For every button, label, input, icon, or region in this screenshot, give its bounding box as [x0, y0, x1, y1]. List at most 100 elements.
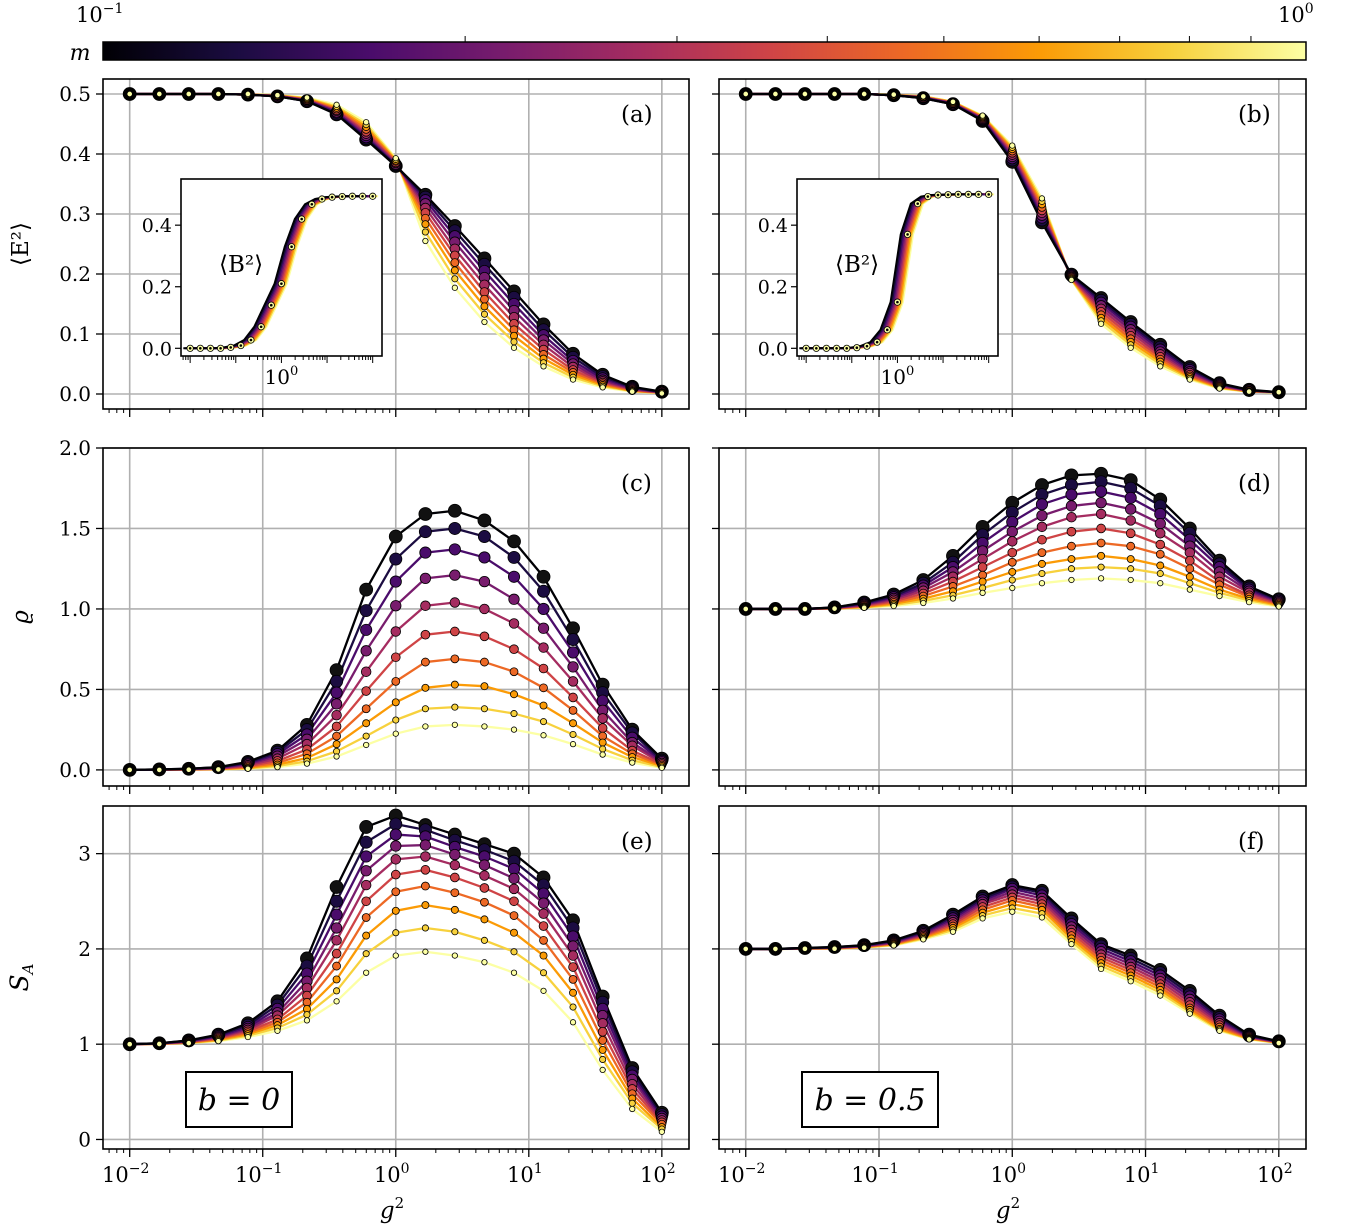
- data-point: [1186, 376, 1193, 383]
- data-point: [801, 945, 809, 952]
- y-tick-label: 0.1: [59, 322, 91, 346]
- data-point: [480, 682, 489, 691]
- data-point: [392, 716, 400, 724]
- data-point: [979, 915, 986, 922]
- data-point: [510, 928, 518, 937]
- panel-d: (d): [712, 447, 1307, 794]
- data-point: [1246, 599, 1253, 606]
- data-point: [1157, 363, 1164, 370]
- data-point: [361, 686, 371, 696]
- data-point: [451, 284, 458, 291]
- data-point: [569, 730, 577, 739]
- data-point: [510, 969, 518, 976]
- inset-data-point-center: [290, 245, 293, 249]
- data-point: [1157, 992, 1164, 999]
- x-tick-label: 10−2: [102, 1161, 149, 1187]
- data-point: [274, 764, 281, 771]
- data-point: [360, 645, 372, 657]
- inset-data-point-center: [804, 347, 808, 350]
- inset-data-point-center: [875, 340, 879, 344]
- data-point: [508, 872, 520, 885]
- data-point: [126, 766, 133, 774]
- data-point: [539, 935, 548, 945]
- x-tick-label: 101: [507, 1161, 543, 1187]
- data-point: [331, 721, 342, 732]
- data-point: [420, 629, 431, 640]
- data-point: [566, 633, 580, 647]
- data-point: [568, 692, 578, 703]
- data-point: [450, 626, 460, 637]
- data-point: [332, 961, 341, 971]
- y-tick-label: 0.0: [59, 758, 91, 782]
- data-point: [480, 915, 489, 924]
- data-point: [392, 155, 399, 162]
- inset-y-tick-label: 0.0: [142, 338, 172, 360]
- series-group: [738, 878, 1286, 1049]
- series-group: [122, 808, 669, 1135]
- data-point: [1066, 526, 1077, 537]
- data-point: [1216, 385, 1223, 392]
- data-point: [477, 513, 492, 528]
- data-point: [481, 959, 488, 966]
- data-point: [421, 881, 430, 891]
- data-point: [1125, 528, 1136, 539]
- data-point: [422, 948, 429, 955]
- data-point: [537, 897, 550, 909]
- data-point: [540, 732, 547, 739]
- x-tick-label: 100: [990, 1161, 1026, 1187]
- x-tick-label: 10−1: [851, 1161, 898, 1187]
- data-point: [390, 652, 401, 663]
- data-point: [480, 897, 489, 907]
- inset-data-point-center: [946, 193, 950, 196]
- data-point: [537, 602, 550, 616]
- inset-data-point-center: [269, 303, 273, 307]
- data-point: [508, 593, 520, 605]
- data-point: [567, 950, 579, 961]
- inset-data-point-center: [259, 325, 263, 329]
- data-point: [1038, 195, 1046, 202]
- data-point: [422, 723, 429, 730]
- data-point: [360, 666, 372, 677]
- y-tick-label: 2: [78, 937, 91, 961]
- data-point: [391, 887, 401, 897]
- y-tick-label: 0.5: [59, 82, 91, 106]
- y-tick-label: 3: [78, 842, 91, 866]
- data-point: [392, 952, 399, 959]
- data-point: [1066, 511, 1077, 523]
- data-point: [360, 850, 373, 863]
- inset-data-point-center: [300, 217, 303, 221]
- data-point: [629, 388, 636, 395]
- inset-x-tick-label: 100: [881, 364, 915, 389]
- data-point: [479, 631, 490, 642]
- data-point: [481, 723, 488, 730]
- data-point: [566, 621, 580, 636]
- colorbar: m 10−1 100: [70, 1, 1314, 66]
- data-point: [421, 657, 430, 667]
- inset-label: ⟨B²⟩: [835, 252, 879, 278]
- x-ticks: [108, 409, 663, 417]
- data-point: [1156, 561, 1165, 570]
- inset-data-point-center: [926, 195, 930, 198]
- data-point: [1065, 500, 1078, 512]
- data-point: [596, 694, 609, 707]
- data-point: [422, 237, 429, 245]
- y-axis-label: ⟨E²⟩: [8, 222, 34, 266]
- data-point: [330, 674, 344, 688]
- data-point: [1067, 541, 1076, 551]
- inset-data-point-center: [855, 346, 859, 349]
- inset-y-tick-label: 0.4: [142, 215, 172, 237]
- inset-data-point-center: [229, 346, 233, 349]
- data-point: [568, 962, 578, 972]
- data-point: [507, 534, 521, 549]
- x-tick-label: 10−2: [718, 1161, 765, 1187]
- inset-data-point-center: [815, 347, 818, 350]
- data-point: [599, 745, 607, 753]
- data-point: [538, 642, 549, 653]
- x-ticks: [724, 409, 1280, 417]
- data-point: [1275, 389, 1282, 396]
- series-group: [738, 87, 1286, 400]
- data-point: [331, 948, 342, 959]
- panel-label: (d): [1238, 471, 1271, 497]
- data-point: [568, 705, 578, 715]
